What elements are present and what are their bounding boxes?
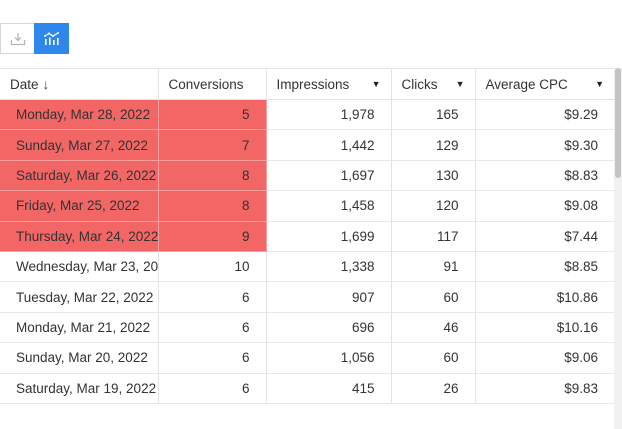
- cell-impressions: 907: [266, 281, 392, 313]
- cell-date: Saturday, Mar 19, 2022: [0, 373, 159, 404]
- table-row[interactable]: Saturday, Mar 26, 2022 8 1,697 130 $8.83: [0, 160, 614, 192]
- cell-date: Friday, Mar 25, 2022: [0, 190, 159, 222]
- chart-icon: [43, 31, 59, 45]
- dropdown-caret-icon[interactable]: ▼: [595, 79, 604, 89]
- cell-clicks: 130: [391, 160, 476, 192]
- cell-clicks: 129: [391, 129, 476, 161]
- cell-date: Sunday, Mar 20, 2022: [0, 342, 159, 374]
- cell-average-cpc: $7.44: [475, 221, 614, 252]
- cell-date: Tuesday, Mar 22, 2022: [0, 281, 159, 313]
- toolbar: [0, 0, 622, 68]
- cell-impressions: 1,338: [266, 251, 392, 283]
- cell-average-cpc: $9.06: [475, 342, 614, 374]
- data-grid: Date ↓ Conversions Impressions ▼ Clicks ▼ A…: [0, 68, 614, 429]
- cell-conversions: 10: [158, 251, 267, 283]
- column-header-date[interactable]: Date ↓: [0, 68, 159, 100]
- cell-clicks: 117: [391, 221, 476, 252]
- cell-conversions: 7: [158, 129, 267, 161]
- cell-clicks: 91: [391, 251, 476, 283]
- table-row[interactable]: Monday, Mar 21, 2022 6 696 46 $10.16: [0, 312, 614, 344]
- scrollbar-thumb[interactable]: [615, 68, 621, 178]
- table-row[interactable]: Sunday, Mar 20, 2022 6 1,056 60 $9.06: [0, 342, 614, 374]
- table-row[interactable]: Friday, Mar 25, 2022 8 1,458 120 $9.08: [0, 190, 614, 222]
- cell-average-cpc: $9.29: [475, 99, 614, 131]
- cell-conversions: 8: [158, 160, 267, 192]
- cell-clicks: 165: [391, 99, 476, 131]
- cell-date: Thursday, Mar 24, 2022: [0, 221, 159, 252]
- dropdown-caret-icon[interactable]: ▼: [455, 79, 465, 89]
- cell-date: Monday, Mar 28, 2022: [0, 99, 159, 131]
- report-table: Date ↓ Conversions Impressions ▼ Clicks ▼ A…: [0, 68, 614, 404]
- cell-conversions: 8: [158, 190, 267, 222]
- column-label: Conversions: [168, 76, 244, 92]
- cell-clicks: 26: [391, 373, 476, 404]
- column-label: Date: [10, 76, 39, 92]
- cell-conversions: 6: [158, 373, 267, 404]
- cell-conversions: 6: [158, 281, 267, 313]
- header-row: Date ↓ Conversions Impressions ▼ Clicks ▼ A…: [0, 68, 614, 100]
- cell-date: Wednesday, Mar 23, 2022: [0, 251, 159, 283]
- cell-impressions: 1,442: [266, 129, 392, 161]
- cell-average-cpc: $8.85: [475, 251, 614, 283]
- cell-impressions: 1,458: [266, 190, 392, 222]
- cell-date: Monday, Mar 21, 2022: [0, 312, 159, 344]
- column-label: Impressions: [276, 76, 350, 92]
- cell-conversions: 5: [158, 99, 267, 131]
- cell-impressions: 1,978: [266, 99, 392, 131]
- column-header-clicks[interactable]: Clicks ▼: [391, 68, 476, 100]
- cell-date: Sunday, Mar 27, 2022: [0, 129, 159, 161]
- cell-average-cpc: $10.86: [475, 281, 614, 313]
- cell-conversions: 6: [158, 342, 267, 374]
- cell-impressions: 415: [266, 373, 392, 404]
- cell-average-cpc: $8.83: [475, 160, 614, 192]
- column-header-average-cpc[interactable]: Average CPC ▼: [475, 68, 614, 100]
- download-icon: [10, 32, 25, 45]
- table-row[interactable]: Saturday, Mar 19, 2022 6 415 26 $9.83: [0, 373, 614, 404]
- cell-clicks: 46: [391, 312, 476, 344]
- vertical-scrollbar[interactable]: [614, 68, 622, 429]
- cell-average-cpc: $9.83: [475, 373, 614, 404]
- cell-conversions: 6: [158, 312, 267, 344]
- table-row[interactable]: Sunday, Mar 27, 2022 7 1,442 129 $9.30: [0, 129, 614, 161]
- cell-impressions: 696: [266, 312, 392, 344]
- cell-clicks: 60: [391, 281, 476, 313]
- sort-desc-icon: ↓: [42, 76, 50, 92]
- dropdown-caret-icon[interactable]: ▼: [371, 79, 381, 89]
- cell-average-cpc: $9.08: [475, 190, 614, 222]
- cell-conversions: 9: [158, 221, 267, 252]
- column-label: Clicks: [401, 76, 438, 92]
- column-header-impressions[interactable]: Impressions ▼: [266, 68, 392, 100]
- cell-impressions: 1,056: [266, 342, 392, 374]
- table-row[interactable]: Wednesday, Mar 23, 2022 10 1,338 91 $8.85: [0, 251, 614, 283]
- cell-average-cpc: $10.16: [475, 312, 614, 344]
- table-row[interactable]: Tuesday, Mar 22, 2022 6 907 60 $10.86: [0, 281, 614, 313]
- column-header-conversions[interactable]: Conversions: [158, 68, 267, 100]
- table-row[interactable]: Thursday, Mar 24, 2022 9 1,699 117 $7.44: [0, 221, 614, 252]
- cell-average-cpc: $9.30: [475, 129, 614, 161]
- chart-view-button[interactable]: [34, 23, 69, 54]
- cell-date: Saturday, Mar 26, 2022: [0, 160, 159, 192]
- cell-clicks: 60: [391, 342, 476, 374]
- table-row[interactable]: Monday, Mar 28, 2022 5 1,978 165 $9.29: [0, 99, 614, 131]
- cell-impressions: 1,697: [266, 160, 392, 192]
- cell-clicks: 120: [391, 190, 476, 222]
- cell-impressions: 1,699: [266, 221, 392, 252]
- download-button[interactable]: [0, 23, 34, 54]
- column-label: Average CPC: [485, 76, 568, 92]
